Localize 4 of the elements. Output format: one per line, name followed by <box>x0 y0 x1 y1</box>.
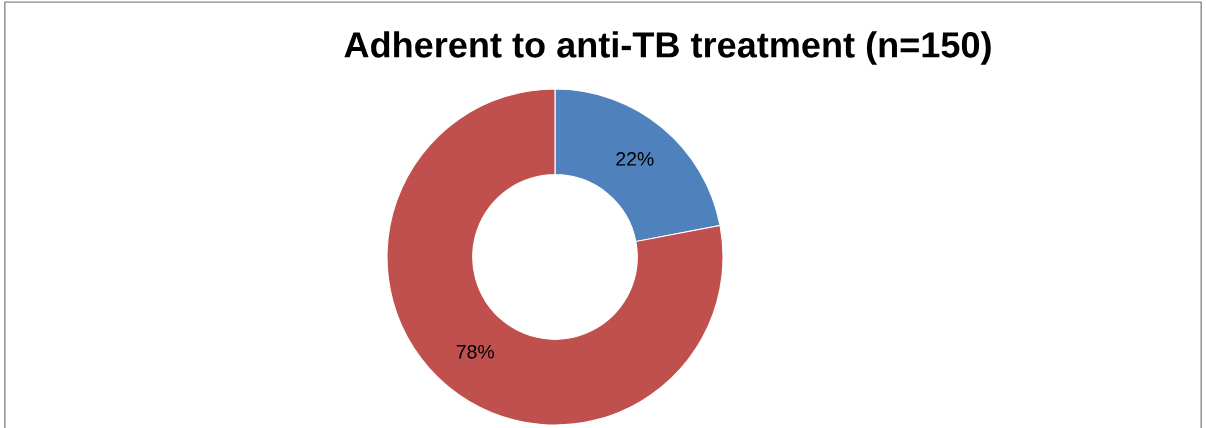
data-label: 22% <box>616 152 654 166</box>
donut-slice <box>386 88 724 426</box>
chart-title: Adherent to anti-TB treatment (n=150) <box>344 31 991 65</box>
data-label: 78% <box>456 344 494 359</box>
